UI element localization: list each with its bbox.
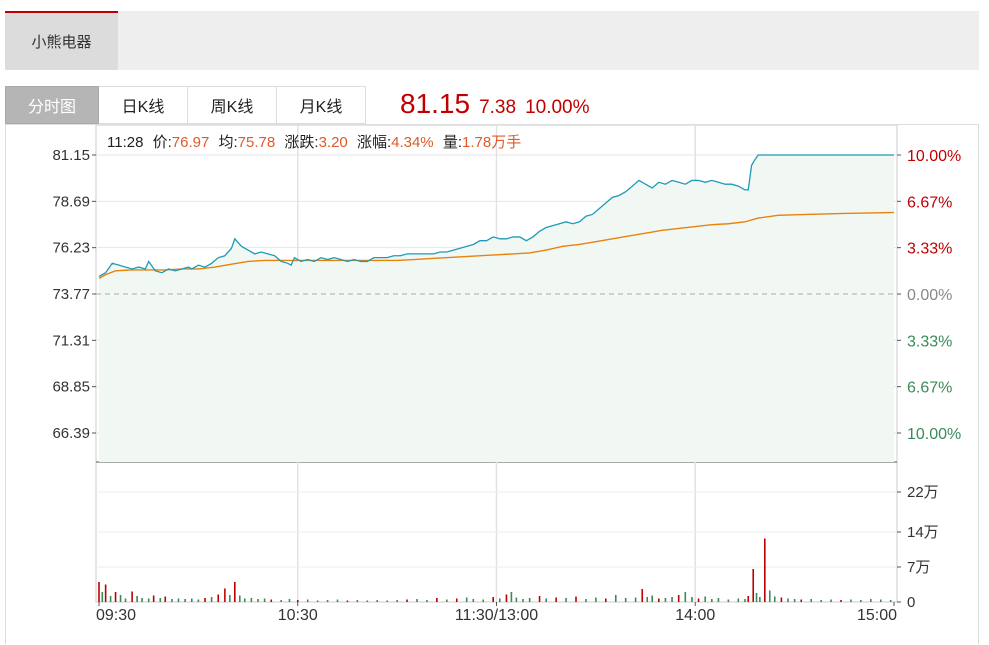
pct-tick-label: 3.33% (907, 333, 952, 350)
price-tick-label: 68.85 (52, 379, 90, 396)
tab-weekly-k[interactable]: 周K线 (188, 86, 277, 124)
chart-type-tabs: 分时图 日K线 周K线 月K线 (5, 86, 366, 124)
price-tick-label: 78.69 (52, 193, 90, 210)
intraday-chart[interactable]: 81.15 78.69 76.23 73.77 71.31 68.85 66.39 10.00… (6, 125, 980, 645)
time-tick-label: 14:00 (675, 607, 715, 624)
time-tick-label: 11:30/13:00 (455, 607, 538, 624)
price-tick-label: 81.15 (52, 147, 90, 164)
average-price-line (98, 211, 895, 279)
info-line: 11:28 价:76.97 均:75.78 涨跌:3.20 涨幅:4.34% 量… (107, 134, 521, 151)
pct-tick-label: 6.67% (907, 380, 952, 397)
price-tick-label: 73.77 (52, 286, 90, 303)
price-area (99, 155, 894, 462)
price-change-percent: 10.00% (525, 97, 590, 118)
chart-panel: 81.15 78.69 76.23 73.77 71.31 68.85 66.39 10.00… (5, 124, 979, 644)
tab-monthly-k[interactable]: 月K线 (277, 86, 366, 124)
stock-header-bar: 小熊电器 (5, 11, 979, 70)
volume-tick-label: 14万 (907, 524, 939, 541)
pct-tick-label: 3.33% (907, 241, 952, 258)
time-tick-label: 09:30 (96, 607, 136, 624)
quote-summary: 81.15 7.38 10.00% (400, 88, 590, 120)
time-tick-label: 15:00 (857, 607, 897, 624)
volume-tick-label: 22万 (907, 484, 939, 501)
price-line (98, 154, 894, 278)
price-tick-label: 76.23 (52, 240, 90, 257)
stock-name-tab[interactable]: 小熊电器 (5, 11, 118, 70)
pct-tick-label: 10.00% (907, 148, 961, 165)
volume-tick-label: 0 (907, 594, 915, 611)
time-tick-label: 10:30 (278, 607, 318, 624)
price-tick-label: 71.31 (52, 332, 90, 349)
price-change: 7.38 (479, 97, 517, 118)
pct-tick-label: 6.67% (907, 194, 952, 211)
current-price: 81.15 (400, 88, 471, 119)
volume-tick-label: 7万 (907, 559, 930, 576)
tab-daily-k[interactable]: 日K线 (99, 86, 188, 124)
pct-tick-label: 10.00% (907, 426, 961, 443)
pct-tick-label: 0.00% (907, 287, 952, 304)
price-tick-label: 66.39 (52, 425, 90, 442)
tab-intraday[interactable]: 分时图 (5, 86, 99, 124)
